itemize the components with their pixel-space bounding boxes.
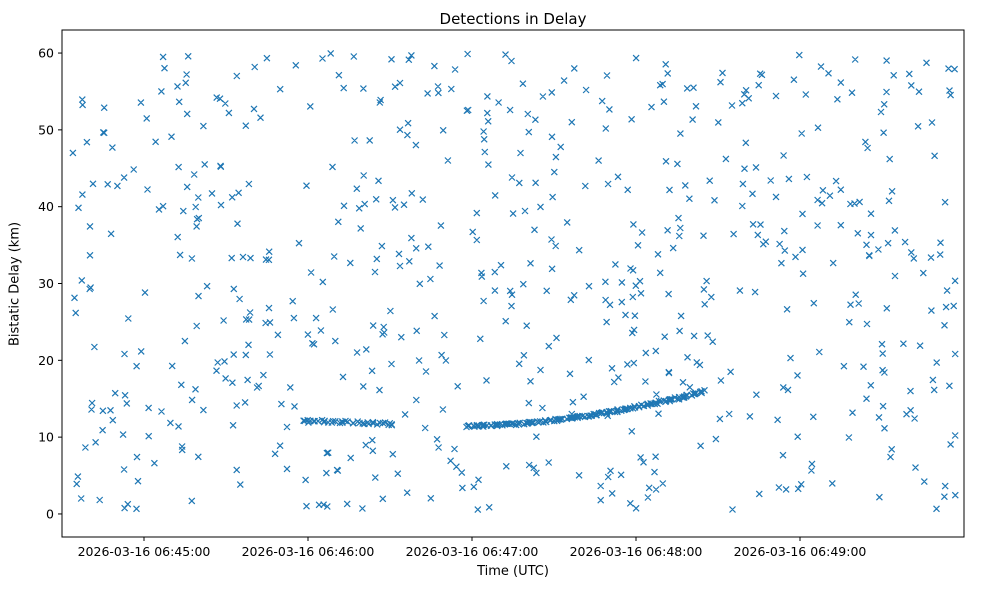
y-tick-label: 60: [38, 46, 54, 61]
x-tick-label: 2026-03-16 06:46:00: [242, 544, 375, 559]
x-tick-label: 2026-03-16 06:47:00: [406, 544, 539, 559]
x-axis-label: Time (UTC): [477, 564, 549, 579]
y-tick-label: 40: [38, 199, 54, 214]
scatter-series-flat-track-segment: [300, 416, 396, 429]
y-tick-label: 20: [38, 353, 54, 368]
x-tick-label: 2026-03-16 06:48:00: [570, 544, 703, 559]
x-tick-label: 2026-03-16 06:45:00: [78, 544, 211, 559]
y-tick-label: 50: [38, 122, 54, 137]
x-tick-label: 2026-03-16 06:49:00: [734, 544, 867, 559]
y-tick-label: 10: [38, 430, 54, 445]
y-tick-label: 30: [38, 276, 54, 291]
y-tick-label: 0: [46, 506, 54, 521]
scatter-series-background-detections: [69, 49, 959, 514]
axes-border: [61, 29, 965, 538]
chart-title: Detections in Delay: [439, 10, 587, 28]
scatter-series-rising-target-track: [463, 386, 708, 431]
